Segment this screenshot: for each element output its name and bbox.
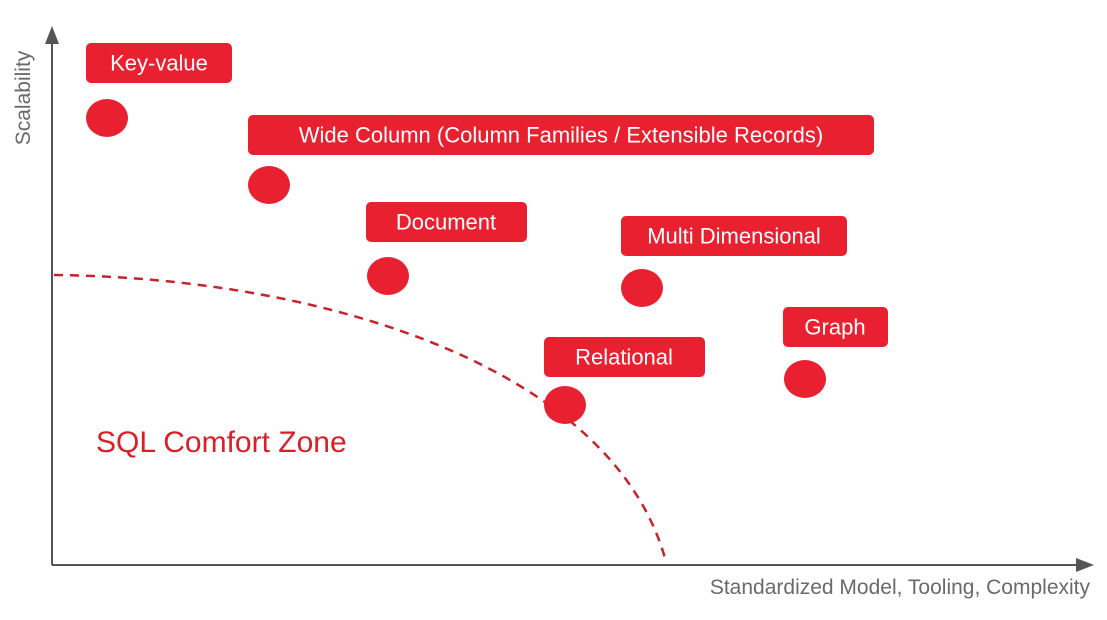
relational-label-box (544, 337, 705, 377)
y-axis-arrow-icon (45, 26, 59, 44)
key-value-dot (86, 99, 128, 137)
graph-label: Graph (804, 315, 865, 340)
item-graph: Graph (783, 307, 888, 398)
multi-dimensional-label: Multi Dimensional (647, 224, 821, 249)
wide-column-dot (248, 166, 290, 204)
sql-comfort-zone-curve (53, 273, 668, 563)
relational-dot (544, 386, 586, 424)
wide-column-label-box (248, 115, 874, 155)
key-value-label-box (86, 43, 232, 83)
relational-label: Relational (575, 345, 673, 370)
y-axis-label: Scalability (12, 50, 35, 145)
item-relational: Relational (544, 337, 705, 424)
multi-dimensional-label-box (621, 216, 847, 256)
x-axis-label: Standardized Model, Tooling, Complexity (710, 576, 1091, 599)
document-label: Document (396, 210, 496, 235)
graph-label-box (783, 307, 888, 347)
document-label-box (366, 202, 527, 242)
item-wide-column: Wide Column (Column Families / Extensibl… (248, 115, 874, 204)
wide-column-label: Wide Column (Column Families / Extensibl… (299, 123, 824, 148)
multi-dimensional-dot (621, 269, 663, 307)
item-document: Document (366, 202, 527, 295)
sql-comfort-zone-label: SQL Comfort Zone (96, 426, 347, 459)
item-key-value: Key-value (86, 43, 232, 137)
key-value-label: Key-value (110, 51, 208, 76)
graph-dot (784, 360, 826, 398)
document-dot (367, 257, 409, 295)
item-multi-dimensional: Multi Dimensional (621, 216, 847, 307)
x-axis-arrow-icon (1076, 558, 1094, 572)
